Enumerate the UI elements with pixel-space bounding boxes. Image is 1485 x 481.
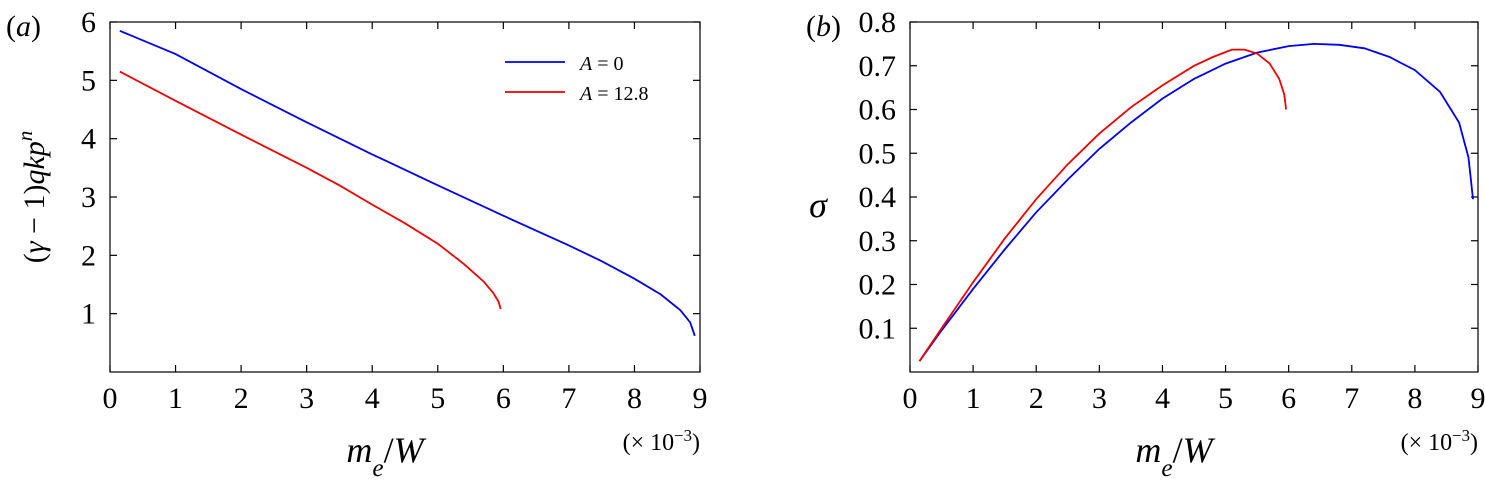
y-tick-label: 0.3 [859,225,897,258]
y-axis-label: σ [809,185,828,225]
y-tick-label: 0.5 [859,137,897,170]
x-tick-label: 2 [234,382,249,415]
x-tick-label: 2 [1029,382,1044,415]
panel-label: (a) [6,10,41,43]
x-axis-label: me/W [346,430,426,481]
chart-panel-a: 0 1 2 3 4 5 6 7 8 9 1 2 3 4 5 6 (a) me/W (× 10−3) (γ − 1)qk… [6,6,708,481]
series-line-a12-8 [918,48,1287,362]
x-tick-label: 4 [1155,382,1170,415]
x-tick-label: 4 [365,382,380,415]
x-tick-label: 5 [1218,382,1233,415]
x-axis-multiplier: (× 10−3) [623,426,700,457]
x-tick-label: 5 [430,382,445,415]
legend-entry: A = 0 [578,53,624,75]
y-tick-label: 2 [81,239,96,272]
x-tick-label: 9 [1471,382,1485,415]
x-tick-label: 0 [103,382,118,415]
x-tick-label: 6 [1281,382,1296,415]
panel-label: (b) [806,10,841,43]
plot-frame [909,21,1479,373]
y-tick-label: 5 [81,64,96,97]
series-line-a0 [119,29,696,337]
x-tick-label: 8 [1407,382,1422,415]
y-tick-label: 0.2 [859,269,897,302]
y-tick-label: 1 [81,298,96,331]
x-tick-label: 3 [299,382,314,415]
x-tick-label: 7 [561,382,576,415]
x-tick-label: 3 [1092,382,1107,415]
y-axis-label: (γ − 1)qkpn [13,131,51,264]
series-line-a0 [918,42,1474,362]
series-line-a12-8 [119,70,502,310]
x-tick-label: 6 [496,382,511,415]
x-tick-label: 1 [966,382,981,415]
y-tick-label: 0.1 [859,312,897,345]
x-tick-label: 9 [693,382,708,415]
y-tick-label: 0.6 [859,94,897,127]
y-tick-label: 0.4 [859,181,897,214]
x-tick-label: 1 [168,382,183,415]
chart-panel-b: 0 1 2 3 4 5 6 7 8 9 0.1 0.2 0.3 0.4 0.5 0.6 0.7 0.8 (b) me/… [806,6,1485,481]
y-tick-label: 4 [81,123,96,156]
legend-entry: A = 12.8 [578,83,649,105]
x-tick-label: 8 [627,382,642,415]
x-tick-label: 0 [903,382,918,415]
y-tick-label: 6 [81,6,96,39]
x-axis-label: me/W [1135,430,1215,481]
y-tick-label: 0.7 [859,50,897,83]
y-tick-label: 3 [81,181,96,214]
y-tick-label: 0.8 [859,6,897,39]
x-axis-multiplier: (× 10−3) [1401,426,1478,457]
x-tick-label: 7 [1344,382,1359,415]
